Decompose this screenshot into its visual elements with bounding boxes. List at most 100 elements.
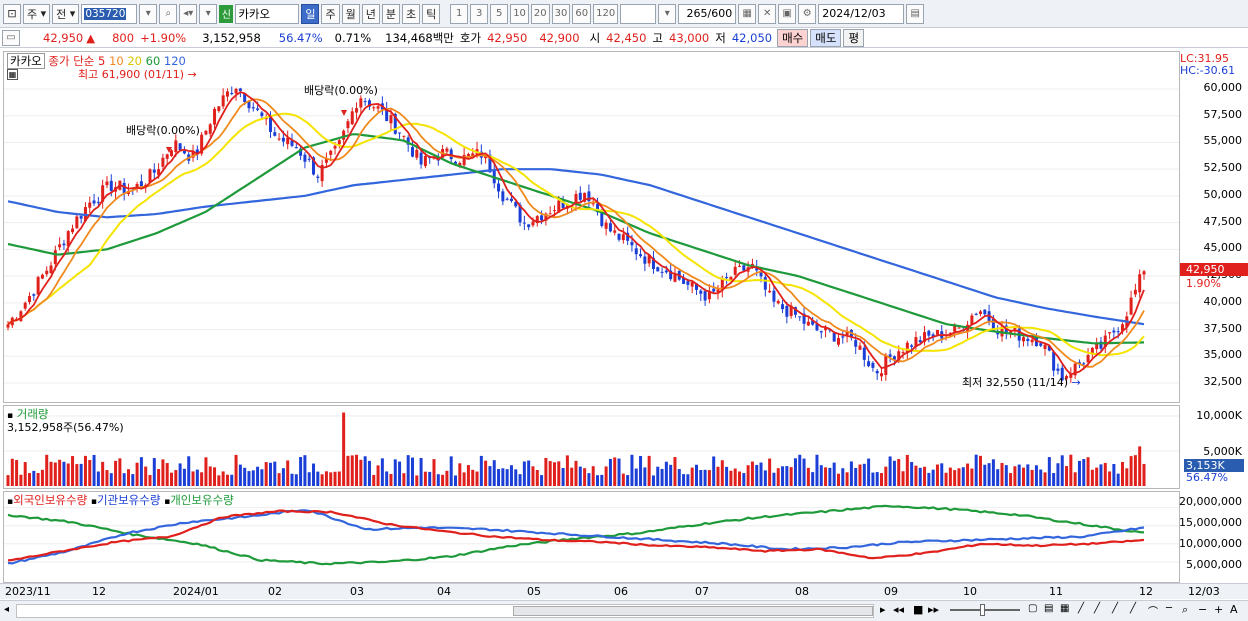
candle-body [600, 210, 604, 226]
crosshair-icon[interactable]: ✕ [758, 3, 777, 24]
period-tick[interactable]: 틱 [422, 3, 441, 24]
period-second[interactable]: 초 [401, 3, 421, 24]
interval-120[interactable]: 120 [593, 3, 619, 24]
interval-10[interactable]: 10 [510, 3, 529, 24]
zoom-search-icon[interactable]: ⌕ [1182, 603, 1189, 616]
high-annotation-text: 최고 61,900 (01/11) [78, 68, 185, 81]
draw-trend-icon[interactable]: ╱ [1094, 603, 1101, 614]
stock-name-field[interactable]: 카카오 [235, 3, 300, 24]
grid-toggle-icon[interactable]: ▦ [7, 69, 18, 80]
volume-bar [978, 455, 982, 486]
period-select[interactable]: 주 ▾ [23, 3, 51, 24]
candle-body [811, 320, 815, 325]
horizontal-scrollbar-track[interactable] [16, 604, 874, 618]
calendar-icon[interactable]: ▤ [906, 3, 925, 24]
price-tick-label: 52,500 [1203, 161, 1243, 175]
draw-channel-icon[interactable]: ╱ [1112, 603, 1119, 614]
gear-icon[interactable]: ⚙ [798, 3, 817, 24]
volume-bar [1099, 464, 1103, 486]
prev-button[interactable]: 전 ▾ [52, 3, 80, 24]
interval-1[interactable]: 1 [450, 3, 469, 24]
period-minute[interactable]: 분 [381, 3, 400, 24]
volume-bar [690, 467, 694, 486]
volume-bar [514, 469, 518, 486]
period-year[interactable]: 년 [361, 3, 380, 24]
holdings-panel[interactable]: ▪외국인보유수량 ▪기관보유수량 ▪개인보유수량 [3, 491, 1180, 583]
chart-type-icon[interactable]: ▦ [738, 3, 757, 24]
speaker-icon[interactable]: ◂▾ [179, 3, 198, 24]
dividend-annotation-1: 배당락(0.00%) [126, 124, 200, 137]
volume-bar [337, 471, 341, 486]
draw-fib-icon[interactable]: ╱ [1130, 603, 1137, 614]
horizontal-scrollbar-thumb[interactable] [513, 606, 873, 616]
candle-body [195, 149, 199, 155]
stock-code-input[interactable]: 035720 [81, 3, 138, 24]
candle-body [359, 98, 363, 108]
stop-icon[interactable]: ■ [913, 603, 924, 616]
volume-bar [935, 464, 939, 486]
interval-30[interactable]: 30 [551, 3, 571, 24]
sell-button[interactable]: 매도 [810, 28, 842, 47]
volume-bar [570, 467, 574, 486]
quote-toggle-icon[interactable]: ▭ [2, 29, 20, 46]
zoom-in-icon[interactable]: + [1214, 603, 1224, 616]
scroll-left-icon[interactable]: ◂ [4, 604, 10, 615]
volume-bar [96, 471, 100, 486]
grid-icon[interactable]: ▦ [1060, 603, 1070, 614]
data-count-field[interactable]: 265/600 [678, 3, 737, 24]
interval-3[interactable]: 3 [470, 3, 489, 24]
volume-tick-10000k: 10,000K [1196, 409, 1242, 422]
volume-bar [664, 461, 668, 486]
buy-button[interactable]: 매수 [777, 28, 809, 47]
chart-menu-icon[interactable]: ⊡ [3, 3, 21, 24]
zoom-out-icon[interactable]: − [1198, 603, 1208, 616]
candle-body [307, 158, 311, 160]
period-select-label: 주 [27, 7, 38, 21]
code-dropdown-icon[interactable]: ▾ [139, 3, 158, 24]
volume-bar [109, 473, 113, 486]
candle-body [914, 337, 918, 347]
volume-bar [398, 461, 402, 486]
zoom-slider-handle[interactable] [980, 604, 985, 616]
candle-body [888, 354, 892, 357]
custom-interval-dropdown-icon[interactable]: ▾ [658, 3, 677, 24]
zoom-slider[interactable] [950, 604, 1020, 616]
draw-hline-icon[interactable]: ─ [1166, 603, 1173, 614]
period-day[interactable]: 일 [301, 3, 320, 24]
interval-5[interactable]: 5 [490, 3, 509, 24]
date-input[interactable]: 2024/12/03 [818, 3, 905, 24]
draw-line-icon[interactable]: ╱ [1078, 603, 1085, 614]
volume-bar [329, 472, 333, 486]
split-icon[interactable]: ▤ [1044, 603, 1054, 614]
volume-bar [217, 475, 221, 486]
chevron-down-icon[interactable]: ▾ [199, 3, 218, 24]
interval-60[interactable]: 60 [572, 3, 592, 24]
search-icon[interactable]: ⌕ [159, 3, 178, 24]
volume-bar [1108, 471, 1112, 486]
period-week[interactable]: 주 [321, 3, 340, 24]
volume-bar [299, 457, 303, 486]
price-chart-panel[interactable]: 카카오 종가 단순 5 10 20 60 120 ▦ 최고 61,900 (01… [3, 51, 1180, 403]
low-label: 저 [715, 30, 726, 45]
candle-body [66, 231, 70, 247]
interval-20[interactable]: 20 [530, 3, 550, 24]
custom-interval-input[interactable] [620, 3, 657, 24]
volume-bar [1009, 473, 1013, 486]
rewind-icon[interactable]: ◂◂ [893, 603, 905, 616]
date-tick: 02 [268, 585, 282, 598]
fast-forward-icon[interactable]: ▸▸ [928, 603, 940, 616]
period-month[interactable]: 월 [341, 3, 360, 24]
save-icon[interactable]: ▣ [778, 3, 797, 24]
candle-body [1039, 343, 1043, 346]
font-size-icon[interactable]: A [1230, 603, 1238, 616]
volume-panel[interactable]: ▪ 거래량 3,152,958주(56.47%) [3, 405, 1180, 489]
volume-bar [957, 468, 961, 486]
draw-arc-icon[interactable]: ⌒ [1148, 607, 1158, 618]
volume-bar [518, 474, 522, 486]
volume-bar [1090, 469, 1094, 486]
play-icon[interactable]: ▸ [880, 603, 886, 616]
eval-button[interactable]: 평 [843, 28, 865, 47]
volume-bar [828, 467, 832, 486]
volume-bar [763, 470, 767, 486]
layout-icon[interactable]: ▢ [1028, 603, 1038, 614]
